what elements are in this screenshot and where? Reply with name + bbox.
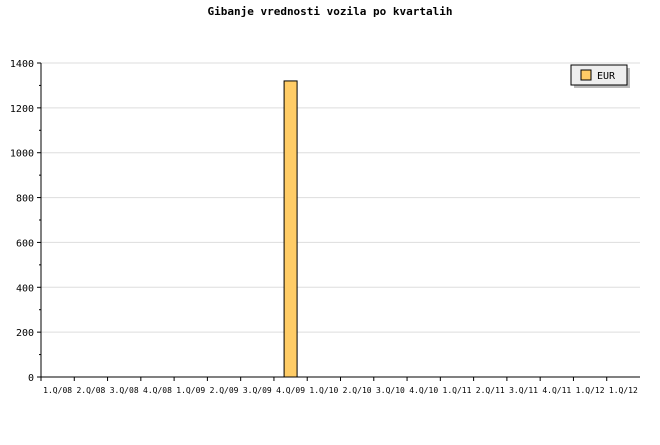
x-tick-label: 1.Q/12: [576, 386, 605, 395]
x-tick-label: 1.Q/09: [176, 386, 205, 395]
x-tick-label: 3.Q/10: [376, 386, 405, 395]
x-tick-label: 3.Q/09: [243, 386, 272, 395]
bar-4.Q/09: [283, 80, 298, 378]
x-tick-label: 4.Q/09: [276, 386, 305, 395]
x-tick-label: 2.Q/11: [476, 386, 505, 395]
chart-title: Gibanje vrednosti vozila po kvartalih: [207, 5, 452, 18]
x-tick-label: 1.Q/12: [609, 386, 638, 395]
legend: EUR: [570, 64, 630, 88]
y-tick-label: 1200: [10, 104, 34, 115]
legend-label-eur: EUR: [597, 71, 616, 82]
y-tick-label: 600: [16, 238, 34, 249]
x-tick-label: 1.Q/11: [443, 386, 472, 395]
x-tick-label: 1.Q/10: [309, 386, 338, 395]
y-tick-label: 400: [16, 283, 34, 294]
x-tick-label: 3.Q/08: [110, 386, 139, 395]
x-tick-label: 3.Q/11: [509, 386, 538, 395]
x-tick-label: 4.Q/11: [542, 386, 571, 395]
y-tick-label: 0: [28, 373, 34, 384]
x-tick-label: 4.Q/10: [409, 386, 438, 395]
x-tick-label: 2.Q/09: [210, 386, 239, 395]
y-tick-label: 800: [16, 194, 34, 205]
y-tick-label: 200: [16, 328, 34, 339]
legend-swatch-eur: [580, 69, 592, 81]
x-tick-label: 4.Q/08: [143, 386, 172, 395]
y-tick-label: 1000: [10, 149, 34, 160]
x-tick-label: 1.Q/08: [43, 386, 72, 395]
x-tick-label: 2.Q/10: [343, 386, 372, 395]
x-tick-label: 2.Q/08: [76, 386, 105, 395]
y-tick-label: 1400: [10, 59, 34, 70]
